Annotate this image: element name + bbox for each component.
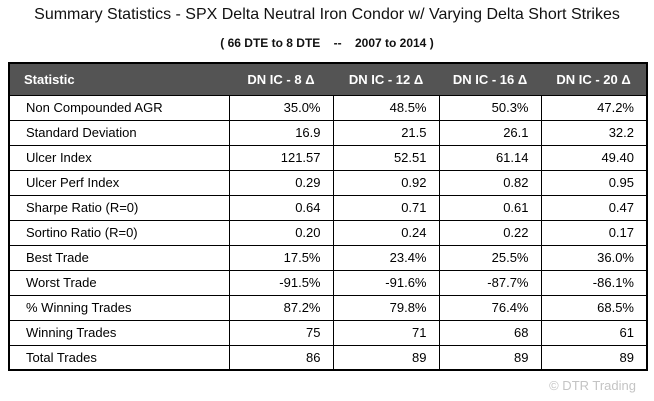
- page-subtitle: ( 66 DTE to 8 DTE -- 2007 to 2014 ): [220, 36, 434, 50]
- cell-value: 0.24: [332, 219, 440, 246]
- row-label: Ulcer Perf Index: [8, 169, 230, 196]
- cell-value: 25.5%: [438, 244, 542, 271]
- cell-value: 0.71: [332, 194, 440, 221]
- table-row: Non Compounded AGR 35.0% 48.5% 50.3% 47.…: [8, 94, 648, 121]
- row-label: Non Compounded AGR: [8, 94, 230, 121]
- cell-value: 50.3%: [438, 94, 542, 121]
- cell-value: 35.0%: [228, 94, 334, 121]
- cell-value: 0.29: [228, 169, 334, 196]
- cell-value: 87.2%: [228, 294, 334, 321]
- cell-value: 52.51: [332, 144, 440, 171]
- cell-value: 17.5%: [228, 244, 334, 271]
- cell-value: 0.82: [438, 169, 542, 196]
- row-label: Winning Trades: [8, 319, 230, 346]
- cell-value: -91.5%: [228, 269, 334, 296]
- cell-value: 32.2: [540, 119, 648, 146]
- cell-value: 68: [438, 319, 542, 346]
- cell-value: 75: [228, 319, 334, 346]
- copyright-watermark: © DTR Trading: [549, 378, 636, 393]
- summary-statistics-table: Statistic DN IC - 8 Δ DN IC - 12 Δ DN IC…: [8, 62, 648, 371]
- cell-value: -91.6%: [332, 269, 440, 296]
- cell-value: 0.61: [438, 194, 542, 221]
- table-row: Total Trades 86 89 89 89: [8, 344, 648, 371]
- table-header-row: Statistic DN IC - 8 Δ DN IC - 12 Δ DN IC…: [9, 63, 647, 95]
- cell-value: 79.8%: [332, 294, 440, 321]
- row-label: % Winning Trades: [8, 294, 230, 321]
- cell-value: 86: [228, 344, 334, 371]
- table-row: Winning Trades 75 71 68 61: [8, 319, 648, 346]
- cell-value: 48.5%: [332, 94, 440, 121]
- cell-value: 89: [438, 344, 542, 371]
- column-header-statistic: Statistic: [9, 63, 229, 95]
- cell-value: 47.2%: [540, 94, 648, 121]
- cell-value: 61.14: [438, 144, 542, 171]
- cell-value: 76.4%: [438, 294, 542, 321]
- cell-value: 0.64: [228, 194, 334, 221]
- cell-value: 0.92: [332, 169, 440, 196]
- table-row: Worst Trade -91.5% -91.6% -87.7% -86.1%: [8, 269, 648, 296]
- cell-value: 49.40: [540, 144, 648, 171]
- cell-value: 61: [540, 319, 648, 346]
- cell-value: 89: [332, 344, 440, 371]
- table-row: Best Trade 17.5% 23.4% 25.5% 36.0%: [8, 244, 648, 271]
- row-label: Sortino Ratio (R=0): [8, 219, 230, 246]
- row-label: Sharpe Ratio (R=0): [8, 194, 230, 221]
- cell-value: -86.1%: [540, 269, 648, 296]
- cell-value: 26.1: [438, 119, 542, 146]
- cell-value: 0.20: [228, 219, 334, 246]
- cell-value: 68.5%: [540, 294, 648, 321]
- cell-value: 21.5: [332, 119, 440, 146]
- row-label: Best Trade: [8, 244, 230, 271]
- cell-value: 89: [540, 344, 648, 371]
- page-title: Summary Statistics - SPX Delta Neutral I…: [34, 6, 620, 23]
- row-label: Total Trades: [8, 344, 230, 371]
- column-header-dnic-16: DN IC - 16 Δ: [439, 63, 541, 95]
- cell-value: 0.95: [540, 169, 648, 196]
- row-label: Standard Deviation: [8, 119, 230, 146]
- cell-value: 0.17: [540, 219, 648, 246]
- cell-value: -87.7%: [438, 269, 542, 296]
- table-row: Sortino Ratio (R=0) 0.20 0.24 0.22 0.17: [8, 219, 648, 246]
- cell-value: 121.57: [228, 144, 334, 171]
- table-row: Ulcer Index 121.57 52.51 61.14 49.40: [8, 144, 648, 171]
- cell-value: 23.4%: [332, 244, 440, 271]
- table-row: Sharpe Ratio (R=0) 0.64 0.71 0.61 0.47: [8, 194, 648, 221]
- column-header-dnic-20: DN IC - 20 Δ: [541, 63, 647, 95]
- column-header-dnic-12: DN IC - 12 Δ: [333, 63, 439, 95]
- cell-value: 16.9: [228, 119, 334, 146]
- row-label: Worst Trade: [8, 269, 230, 296]
- cell-value: 0.22: [438, 219, 542, 246]
- table-row: Ulcer Perf Index 0.29 0.92 0.82 0.95: [8, 169, 648, 196]
- cell-value: 36.0%: [540, 244, 648, 271]
- cell-value: 0.47: [540, 194, 648, 221]
- cell-value: 71: [332, 319, 440, 346]
- row-label: Ulcer Index: [8, 144, 230, 171]
- column-header-dnic-8: DN IC - 8 Δ: [229, 63, 333, 95]
- table-row: % Winning Trades 87.2% 79.8% 76.4% 68.5%: [8, 294, 648, 321]
- table-row: Standard Deviation 16.9 21.5 26.1 32.2: [8, 119, 648, 146]
